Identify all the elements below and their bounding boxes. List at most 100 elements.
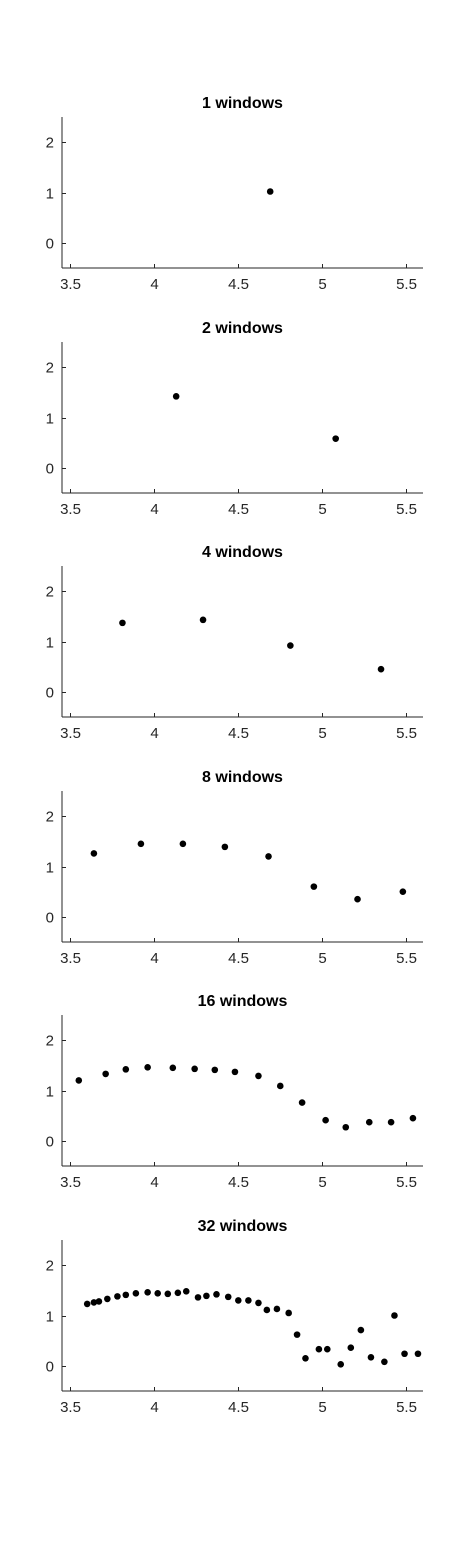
x-tick-label: 3.5 <box>60 725 81 742</box>
data-point <box>114 1293 121 1300</box>
data-point <box>203 1293 210 1300</box>
data-point <box>285 1310 292 1317</box>
y-tick-label: 0 <box>46 461 54 478</box>
y-tick-label: 2 <box>46 584 54 601</box>
data-point <box>274 1306 281 1313</box>
data-point <box>267 188 274 195</box>
data-point <box>381 1359 388 1366</box>
data-point <box>378 666 385 673</box>
data-point <box>245 1297 252 1304</box>
y-tick-label: 2 <box>46 360 54 377</box>
y-tick-label: 2 <box>46 1258 54 1275</box>
x-tick-label: 4.5 <box>228 501 249 518</box>
y-tick-label: 2 <box>46 809 54 826</box>
data-point <box>311 883 318 890</box>
data-point <box>287 642 294 649</box>
data-point <box>225 1294 232 1301</box>
data-point <box>277 1083 284 1090</box>
data-point <box>119 620 126 627</box>
y-tick-label: 0 <box>46 685 54 702</box>
x-tick-label: 4.5 <box>228 725 249 742</box>
data-point <box>391 1312 398 1319</box>
data-point <box>302 1355 309 1362</box>
data-point <box>102 1071 109 1078</box>
chart-title: 4 windows <box>202 544 283 561</box>
data-point <box>337 1361 344 1368</box>
data-point <box>195 1294 202 1301</box>
data-point <box>84 1301 91 1308</box>
x-tick-label: 5.5 <box>396 501 417 518</box>
data-point <box>368 1354 375 1361</box>
subplot-3: 4 windows 3.5 4 4.5 5 5.5 0 1 2 <box>46 544 423 742</box>
data-point <box>180 841 187 848</box>
data-point <box>366 1119 373 1126</box>
data-point <box>175 1290 182 1297</box>
data-point <box>154 1290 161 1297</box>
x-tick-label: 5.5 <box>396 1399 417 1416</box>
y-tick-label: 0 <box>46 910 54 927</box>
data-point <box>342 1124 349 1131</box>
y-tick-label: 0 <box>46 236 54 253</box>
subplot-1: 1 windows 3.5 4 4.5 5 5.5 0 1 2 <box>46 95 423 293</box>
subplot-2: 2 windows 3.5 4 4.5 5 5.5 0 1 2 <box>46 320 423 518</box>
x-tick-label: 5 <box>318 1399 326 1416</box>
x-tick-label: 5.5 <box>396 1174 417 1191</box>
x-tick-label: 3.5 <box>60 1174 81 1191</box>
subplot-6: 32 windows 3.5 4 4.5 5 5.5 0 1 2 <box>46 1218 423 1416</box>
y-tick-label: 2 <box>46 1033 54 1050</box>
data-point <box>358 1327 365 1334</box>
x-tick-label: 3.5 <box>60 950 81 967</box>
x-tick-label: 5 <box>318 725 326 742</box>
data-point <box>332 435 339 442</box>
x-tick-label: 4.5 <box>228 1399 249 1416</box>
x-tick-label: 5 <box>318 276 326 293</box>
x-tick-label: 3.5 <box>60 276 81 293</box>
data-point <box>354 896 361 903</box>
data-point <box>164 1291 171 1298</box>
y-tick-label: 1 <box>46 635 54 652</box>
x-tick-label: 3.5 <box>60 501 81 518</box>
data-point <box>211 1067 218 1074</box>
data-point <box>265 853 272 860</box>
x-tick-label: 5.5 <box>396 276 417 293</box>
x-tick-label: 4.5 <box>228 950 249 967</box>
subplot-4: 8 windows 3.5 4 4.5 5 5.5 0 1 2 <box>46 769 423 967</box>
x-tick-label: 4 <box>150 276 158 293</box>
data-point <box>255 1073 262 1080</box>
data-point <box>410 1115 417 1122</box>
data-point <box>123 1292 130 1299</box>
x-tick-label: 5 <box>318 501 326 518</box>
data-point <box>255 1300 262 1307</box>
data-point <box>388 1119 395 1126</box>
data-point <box>348 1344 355 1351</box>
x-tick-label: 5.5 <box>396 950 417 967</box>
x-tick-label: 4.5 <box>228 1174 249 1191</box>
data-point <box>173 393 180 400</box>
chart-title: 16 windows <box>198 993 288 1010</box>
data-point <box>144 1289 151 1296</box>
subplot-5: 16 windows 3.5 4 4.5 5 5.5 0 1 2 <box>46 993 423 1191</box>
x-tick-label: 5 <box>318 1174 326 1191</box>
x-tick-label: 5.5 <box>396 725 417 742</box>
x-tick-label: 5 <box>318 950 326 967</box>
x-tick-label: 3.5 <box>60 1399 81 1416</box>
data-point <box>401 1350 408 1357</box>
x-tick-label: 4 <box>150 950 158 967</box>
x-tick-label: 4 <box>150 725 158 742</box>
y-tick-label: 1 <box>46 860 54 877</box>
data-point <box>415 1350 422 1357</box>
y-tick-label: 1 <box>46 1309 54 1326</box>
data-point <box>123 1066 130 1073</box>
chart-title: 1 windows <box>202 95 283 112</box>
data-point <box>213 1291 220 1298</box>
data-point <box>170 1065 177 1072</box>
chart-title: 32 windows <box>198 1218 288 1235</box>
data-point <box>324 1346 331 1353</box>
data-point <box>104 1296 111 1303</box>
chart-title: 2 windows <box>202 320 283 337</box>
x-tick-label: 4 <box>150 1174 158 1191</box>
x-tick-label: 4 <box>150 1399 158 1416</box>
data-point <box>191 1066 198 1073</box>
data-point <box>294 1331 301 1338</box>
